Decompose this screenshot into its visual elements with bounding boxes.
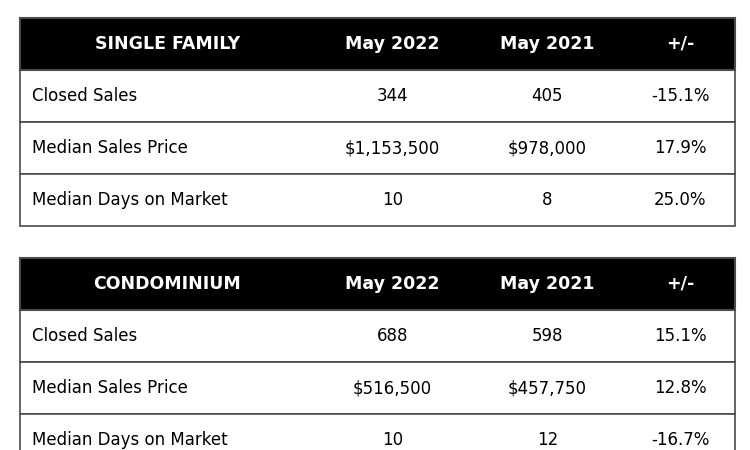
Text: 405: 405 bbox=[532, 87, 563, 105]
Text: -15.1%: -15.1% bbox=[651, 87, 710, 105]
Text: 8: 8 bbox=[542, 191, 553, 209]
Text: 10: 10 bbox=[382, 431, 403, 449]
Text: +/-: +/- bbox=[666, 35, 694, 53]
Text: SINGLE FAMILY: SINGLE FAMILY bbox=[95, 35, 240, 53]
Text: $1,153,500: $1,153,500 bbox=[345, 139, 440, 157]
Text: Closed Sales: Closed Sales bbox=[32, 327, 137, 345]
Bar bbox=[20, 258, 735, 310]
Text: -16.7%: -16.7% bbox=[651, 431, 710, 449]
Text: 688: 688 bbox=[376, 327, 408, 345]
Text: Median Days on Market: Median Days on Market bbox=[32, 191, 228, 209]
Text: Median Days on Market: Median Days on Market bbox=[32, 431, 228, 449]
Bar bbox=[20, 18, 735, 70]
Bar bbox=[20, 174, 735, 226]
Text: $516,500: $516,500 bbox=[353, 379, 432, 397]
Bar bbox=[20, 414, 735, 450]
Bar bbox=[20, 310, 735, 362]
Bar bbox=[20, 258, 735, 310]
Text: May 2021: May 2021 bbox=[500, 35, 595, 53]
Text: 10: 10 bbox=[382, 191, 403, 209]
Text: May 2022: May 2022 bbox=[345, 275, 439, 293]
Text: $978,000: $978,000 bbox=[508, 139, 587, 157]
Text: 15.1%: 15.1% bbox=[654, 327, 706, 345]
Text: 12.8%: 12.8% bbox=[654, 379, 706, 397]
Text: CONDOMINIUM: CONDOMINIUM bbox=[94, 275, 242, 293]
Text: Median Sales Price: Median Sales Price bbox=[32, 379, 188, 397]
Bar bbox=[20, 362, 735, 414]
Text: 598: 598 bbox=[532, 327, 563, 345]
Text: May 2021: May 2021 bbox=[500, 275, 595, 293]
Text: Median Sales Price: Median Sales Price bbox=[32, 139, 188, 157]
Text: +/-: +/- bbox=[666, 275, 694, 293]
Text: Closed Sales: Closed Sales bbox=[32, 87, 137, 105]
Bar bbox=[20, 70, 735, 122]
Text: May 2022: May 2022 bbox=[345, 35, 439, 53]
Text: 344: 344 bbox=[376, 87, 408, 105]
Text: 12: 12 bbox=[537, 431, 558, 449]
Text: 17.9%: 17.9% bbox=[654, 139, 706, 157]
Bar bbox=[20, 122, 735, 174]
Text: $457,750: $457,750 bbox=[508, 379, 587, 397]
Bar bbox=[20, 18, 735, 70]
Text: 25.0%: 25.0% bbox=[654, 191, 706, 209]
